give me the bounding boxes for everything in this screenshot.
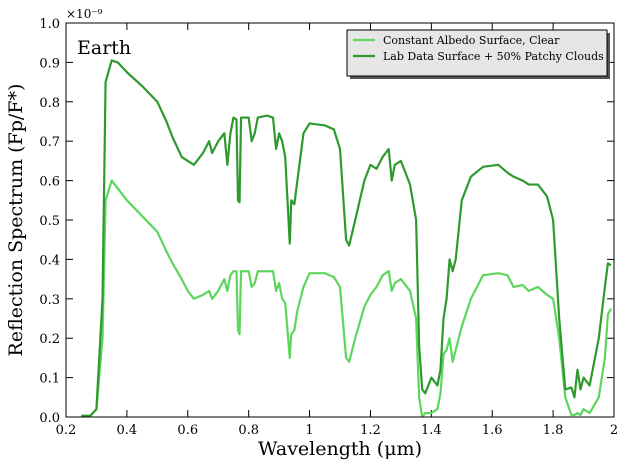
x-axis-label: Wavelength (μm)	[258, 438, 422, 460]
x-tick-label: 1.4	[421, 423, 442, 438]
y-tick-label: 0.3	[39, 293, 60, 308]
x-tick-label: 1	[305, 423, 313, 438]
x-tick-label: 1.8	[543, 423, 564, 438]
y-tick-label: 0.5	[39, 214, 60, 229]
x-tick-label: 0.2	[56, 423, 77, 438]
legend-label: Constant Albedo Surface, Clear	[383, 34, 560, 47]
legend-label: Lab Data Surface + 50% Patchy Clouds	[383, 50, 604, 63]
x-tick-label: 0.4	[117, 423, 138, 438]
y-tick-label: 0.4	[39, 253, 60, 268]
annotation: Earth	[77, 37, 131, 59]
y-tick-label: 0.9	[39, 56, 60, 71]
y-tick-label: 0.1	[39, 372, 60, 387]
y-tick-label: 0.8	[39, 96, 60, 111]
y-tick-label: 1.0	[39, 17, 60, 32]
y-tick-label: 0.6	[39, 175, 60, 190]
series-line	[81, 59, 612, 417]
y-tick-label: 0.0	[39, 411, 60, 426]
x-tick-label: 2	[610, 423, 618, 438]
y-tick-label: 0.7	[39, 135, 60, 150]
x-tick-label: 1.6	[482, 423, 503, 438]
y-tick-label: 0.2	[39, 332, 60, 347]
y-offset-label: ×10⁻⁹	[66, 7, 103, 21]
x-tick-label: 0.6	[177, 423, 198, 438]
legend-box	[346, 29, 608, 77]
series-line	[81, 179, 612, 417]
legend: Constant Albedo Surface, Clear Lab Data S…	[346, 29, 610, 79]
plot-frame	[65, 22, 615, 418]
x-tick-label: 1.2	[360, 423, 381, 438]
y-axis-label: Reflection Spectrum (Fp/F*)	[5, 84, 27, 357]
x-tick-label: 0.8	[238, 423, 259, 438]
